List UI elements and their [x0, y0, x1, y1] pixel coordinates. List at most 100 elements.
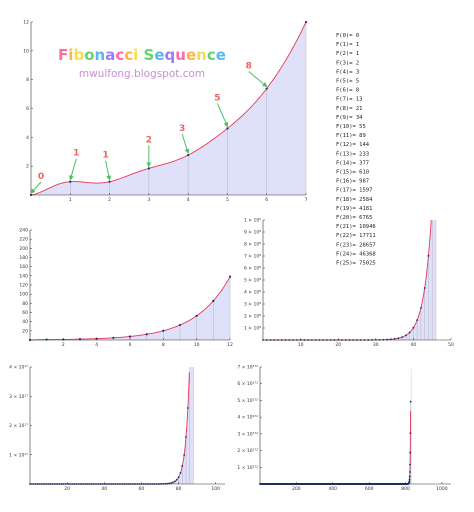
annotation-label: 1: [73, 149, 79, 159]
data-point: [265, 87, 268, 90]
data-point: [393, 337, 396, 340]
data-point: [187, 153, 190, 157]
chart-2: 2 4 6 8 10 12 20 40 60 80 100 120 140 160 180 200 220 240: [19, 228, 233, 349]
sequence-entry: F(18)= 2584: [336, 197, 373, 203]
data-point: [179, 472, 182, 474]
data-point: [183, 454, 186, 456]
sequence-list: F(0)= 0 F(1)= 1 F(2)= 1 F(3)= 2 F(4)= 3 F(5)=…: [336, 33, 376, 267]
y-tick-label: 10: [23, 48, 29, 54]
sequence-entry: F(21)= 10946: [336, 224, 376, 230]
y-tick-label: 4 × 10¹⁷: [9, 365, 28, 371]
data-point: [195, 314, 198, 317]
annotation-arrow: [68, 158, 77, 181]
x-tick-label: 10: [194, 342, 200, 348]
y-tick-label: 80: [22, 301, 28, 307]
sequence-entry: F(16)= 987: [336, 179, 369, 185]
sequence-entry: F(14)= 377: [336, 160, 369, 166]
title-letter: S: [144, 46, 155, 64]
chart-3: 10 20 30 40 50 1 × 10⁸ 2 × 10⁸ 3 × 10⁸ 4 × 10⁸ 5 …: [244, 218, 454, 349]
data-point: [397, 337, 400, 340]
area-fill: [30, 276, 230, 340]
chart-title: Fibonacci Sequence: [58, 46, 226, 64]
annotation-arrow: [181, 133, 190, 155]
x-tick-label: 200: [292, 486, 301, 492]
data-point: [409, 463, 411, 466]
y-tick-label: 3 × 10⁸: [244, 302, 261, 308]
y-tick-label: 140: [19, 273, 28, 279]
data-point: [177, 476, 180, 479]
x-tick-label: 800: [401, 486, 410, 492]
series-curve: [30, 372, 190, 485]
title-letter: o: [84, 46, 94, 64]
data-point: [409, 400, 412, 403]
header: Fibonacci Sequence mwulfong.blogspot.com: [58, 46, 226, 80]
x-tick-label: 4: [95, 342, 98, 348]
y-tick-label: 2 × 10¹⁷²: [237, 448, 258, 454]
data-point: [408, 471, 411, 473]
area-fill: [263, 220, 436, 340]
annotation-label: 8: [246, 62, 252, 72]
y-tick-label: 100: [19, 292, 28, 298]
x-tick-label: 6: [129, 342, 132, 348]
y-tick-label: 6 × 10¹⁷²: [237, 381, 258, 387]
sequence-entry: F(3)= 2: [336, 60, 359, 66]
data-point: [78, 338, 82, 341]
title-letter: a: [105, 46, 115, 64]
y-tick-label: 4 × 10⁸: [244, 290, 261, 296]
y-tick-label: 2: [26, 164, 29, 170]
sequence-entry: F(25)= 75025: [336, 261, 376, 267]
y-tick-label: 240: [19, 228, 28, 234]
x-tick-label: 12: [227, 342, 233, 348]
annotation-label: 5: [214, 93, 220, 103]
x-tick-label: 40: [411, 342, 417, 348]
y-tick-label: 60: [22, 310, 28, 316]
data-point: [170, 482, 173, 484]
area-fill: [30, 367, 194, 484]
title-letter: q: [165, 46, 176, 64]
data-point: [409, 432, 412, 435]
data-point: [408, 480, 411, 483]
data-point: [172, 481, 174, 484]
sequence-entry: F(23)= 28657: [336, 242, 376, 248]
x-tick-label: 8: [162, 342, 165, 348]
y-tick-label: 6: [26, 106, 29, 112]
y-tick-label: 1 × 10¹⁷²: [237, 465, 258, 471]
data-point: [112, 336, 115, 339]
y-tick-label: 8 × 10⁸: [244, 242, 261, 248]
sequence-entry: F(10)= 55: [336, 124, 366, 130]
x-tick-label: 50: [448, 342, 454, 348]
x-tick-label: 3: [147, 197, 150, 203]
x-tick-label: 1: [69, 197, 72, 203]
y-tick-label: 5 × 10¹⁷²: [237, 398, 258, 404]
sequence-entry: F(6)= 8: [336, 88, 359, 94]
y-tick-label: 220: [19, 237, 28, 243]
y-tick-label: 200: [19, 246, 28, 252]
sequence-entry: F(4)= 3: [336, 69, 359, 75]
sequence-entry: F(0)= 0: [336, 33, 359, 39]
area-fill: [260, 367, 412, 484]
x-tick-label: 1000: [436, 486, 448, 492]
title-letter: c: [207, 46, 216, 64]
data-point: [427, 254, 430, 257]
x-tick-label: 4: [187, 197, 190, 203]
title-letter: e: [186, 46, 196, 64]
x-tick-label: 600: [365, 486, 374, 492]
data-point: [404, 334, 407, 337]
y-tick-label: 1 × 10¹⁷: [9, 452, 28, 458]
chart-4: 20 40 60 80 100 1 × 10¹⁷ 2 × 10¹⁷ 3 × 10¹⁷ 4 × 1…: [9, 365, 225, 492]
data-point: [409, 451, 412, 454]
y-tick-label: 20: [22, 328, 28, 334]
sequence-entry: F(11)= 89: [336, 133, 366, 139]
y-tick-label: 9 × 10⁸: [244, 230, 261, 236]
data-point: [128, 335, 132, 338]
sequence-entry: F(15)= 610: [336, 170, 369, 176]
sequence-entry: F(17)= 1597: [336, 188, 372, 194]
y-tick-label: 7 × 10¹⁷²: [237, 365, 258, 371]
data-point: [408, 478, 411, 481]
sequence-entry: F(2)= 1: [336, 51, 359, 57]
annotation-arrow: [216, 103, 229, 128]
annotation-label: 3: [179, 124, 185, 134]
sequence-entry: F(20)= 6765: [336, 215, 372, 221]
x-tick-label: 30: [373, 342, 379, 348]
annotation-label: 0: [38, 172, 44, 182]
